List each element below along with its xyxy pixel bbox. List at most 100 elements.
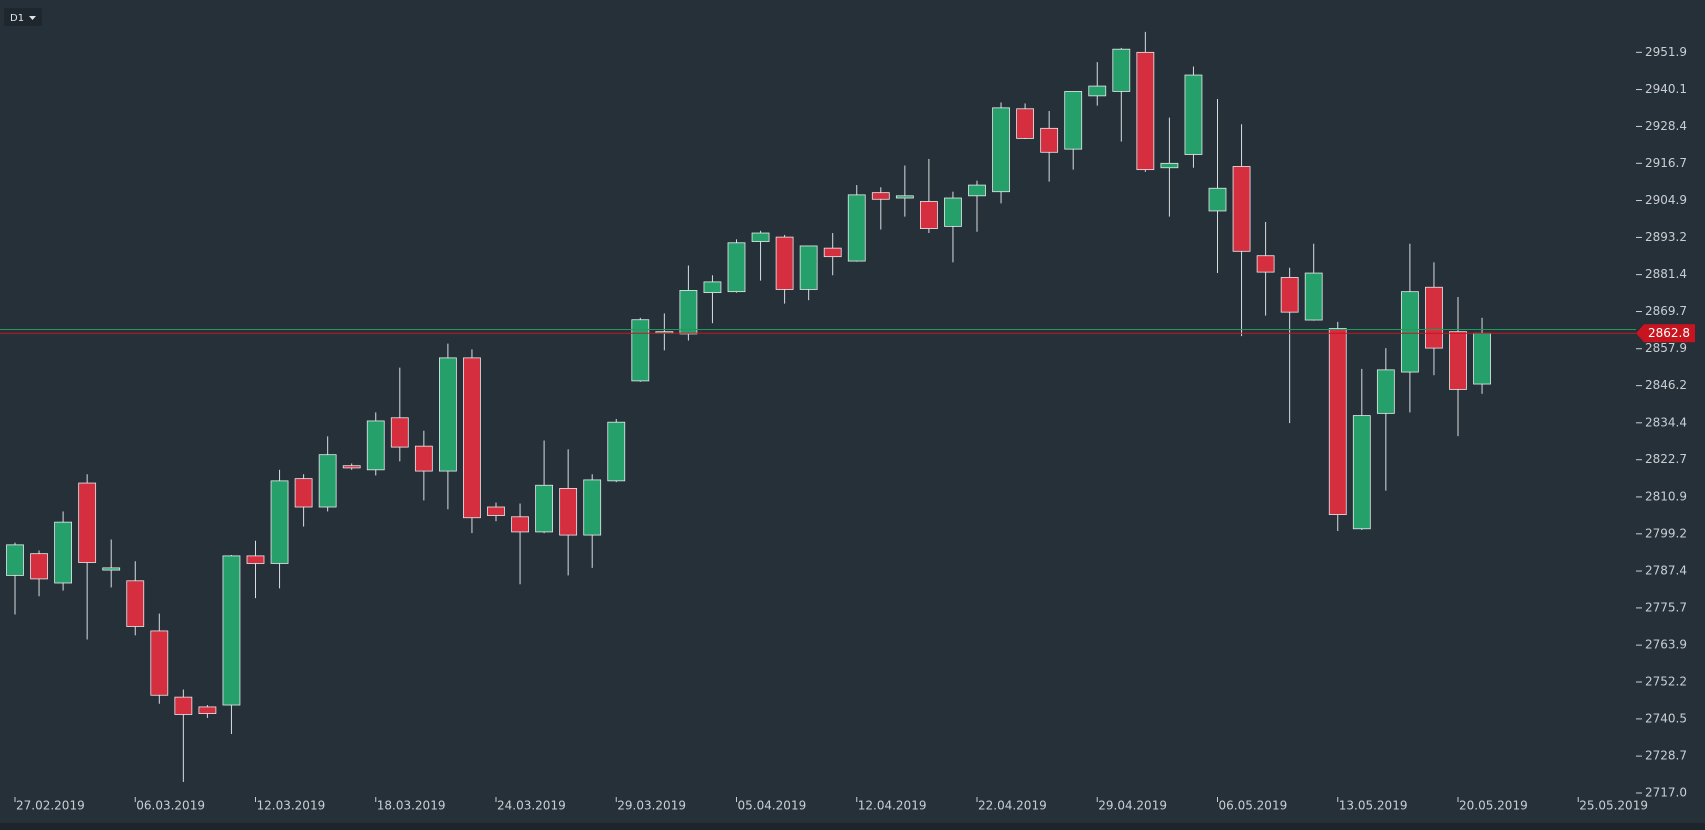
bid-tag [1636, 324, 1695, 343]
y-tick-label: 2752.2 [1645, 675, 1687, 689]
y-tick-label: 2740.5 [1645, 711, 1687, 725]
candle-body [294, 478, 313, 508]
candle-body [1376, 369, 1395, 414]
x-tick-label: 06.05.2019 [1219, 799, 1288, 813]
x-tick-label: 22.04.2019 [978, 799, 1047, 813]
y-tick-label: 2846.2 [1645, 378, 1687, 392]
candle-body [631, 319, 650, 382]
timeframe-box[interactable] [4, 8, 42, 26]
candle-body [1184, 74, 1203, 155]
x-tick-label: 27.02.2019 [16, 799, 85, 813]
x-tick-label: 12.04.2019 [858, 799, 927, 813]
x-tick-label: 12.03.2019 [257, 799, 326, 813]
x-tick-label: 05.04.2019 [738, 799, 807, 813]
candle-body [1280, 277, 1299, 313]
candle-body [703, 281, 722, 294]
y-tick-label: 2869.7 [1645, 304, 1687, 318]
x-tick-label: 24.03.2019 [497, 799, 566, 813]
candle-body [342, 465, 361, 469]
candle-body [992, 107, 1010, 193]
candle-body [511, 516, 529, 533]
candle-body [871, 192, 890, 200]
candle-body [1304, 272, 1323, 321]
y-tick-label: 2717.0 [1645, 786, 1687, 800]
y-tick-label: 2857.9 [1645, 341, 1687, 355]
candle-body [1256, 255, 1275, 273]
candle-body [198, 706, 217, 714]
x-tick-label: 29.04.2019 [1098, 799, 1167, 813]
y-tick-label: 2916.7 [1645, 156, 1687, 170]
candle-body [1473, 332, 1491, 385]
candle-body [727, 242, 746, 293]
y-tick-label: 2787.4 [1645, 564, 1687, 578]
candle-body [414, 445, 433, 472]
y-tick-label: 2810.9 [1645, 489, 1687, 503]
candle-body [30, 553, 48, 580]
candle-body [1232, 166, 1251, 252]
candle-body [54, 521, 72, 584]
candle-body [318, 454, 337, 508]
candle-body [246, 555, 265, 564]
candle-body [1449, 331, 1467, 390]
candle-body [438, 357, 457, 472]
x-tick-label: 25.05.2019 [1579, 799, 1648, 813]
candle-body [1352, 415, 1371, 530]
candle-body [487, 506, 505, 516]
candle-body [1064, 91, 1083, 150]
y-tick-label: 2728.7 [1645, 749, 1687, 763]
y-tick-label: 2881.4 [1645, 267, 1687, 281]
candle-body [1425, 286, 1443, 349]
timeframe-label[interactable]: D1 [10, 13, 24, 24]
candle-body [920, 201, 938, 229]
candle-body [150, 630, 169, 696]
y-tick-label: 2951.9 [1645, 45, 1687, 59]
candle-body [679, 289, 698, 335]
x-tick-label: 20.05.2019 [1459, 799, 1528, 813]
bid-label: 2862.8 [1648, 326, 1690, 340]
candle-body [270, 480, 289, 564]
y-tick-label: 2904.9 [1645, 193, 1687, 207]
candle-body [895, 195, 914, 199]
candle-body [174, 696, 193, 715]
x-tick-label: 18.03.2019 [377, 799, 446, 813]
y-tick-label: 2928.4 [1645, 119, 1687, 133]
candle-body [535, 484, 553, 533]
candle-body [583, 479, 602, 536]
x-tick-label: 29.03.2019 [617, 799, 686, 813]
candle-body [1328, 328, 1347, 515]
candle-body [1401, 291, 1419, 373]
dropdown-arrow[interactable] [29, 16, 36, 20]
candle-body [1088, 85, 1107, 97]
candle-body [78, 482, 97, 563]
candle-body [1160, 162, 1179, 169]
candle-body [775, 236, 794, 290]
candle-body [222, 555, 241, 706]
candle-body [1136, 51, 1155, 171]
candle-body [102, 567, 121, 571]
bottom-bar [0, 823, 1705, 830]
candle-body [751, 232, 770, 242]
y-tick-label: 2822.7 [1645, 452, 1687, 466]
candle-body [968, 184, 986, 197]
y-tick-label: 2940.1 [1645, 82, 1687, 96]
candle-body [1040, 127, 1059, 153]
candle-body [823, 247, 842, 258]
candle-body [463, 357, 481, 519]
y-tick-label: 2893.2 [1645, 230, 1687, 244]
y-tick-label: 2834.4 [1645, 415, 1687, 429]
candle-body [1112, 48, 1131, 92]
candle-body [559, 488, 578, 536]
y-tick-label: 2775.7 [1645, 600, 1687, 614]
candle-body [799, 245, 818, 290]
y-tick-label: 2763.9 [1645, 638, 1687, 652]
candle-body [366, 420, 385, 471]
candle-body [390, 417, 409, 448]
timeframe-selector[interactable]: D1 [4, 8, 42, 26]
x-tick-label: 13.05.2019 [1339, 799, 1408, 813]
y-tick-label: 2799.2 [1645, 526, 1687, 540]
candle-body [6, 544, 24, 576]
candle-body [607, 421, 626, 482]
candle-body [1208, 187, 1227, 212]
